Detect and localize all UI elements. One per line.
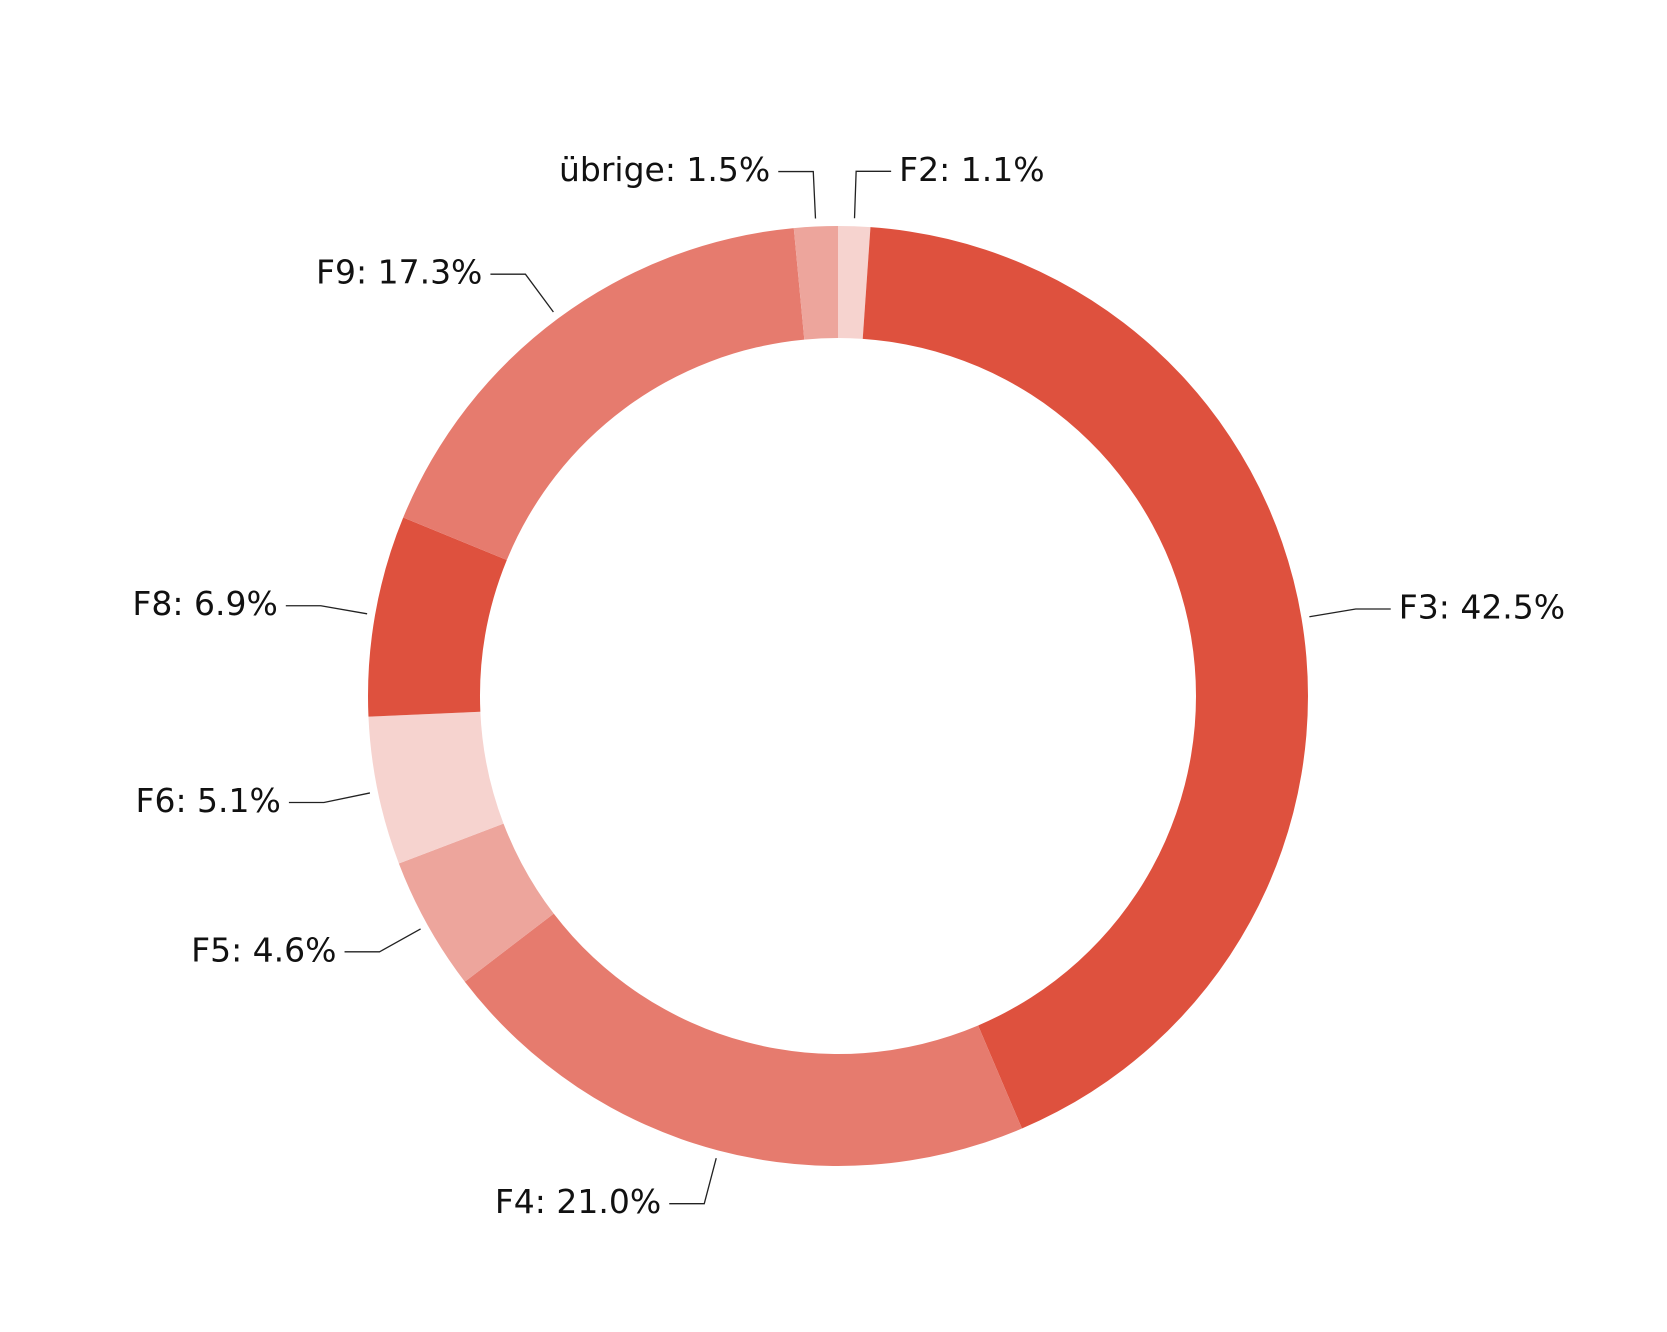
leader-line (853, 170, 892, 219)
donut-slice (464, 913, 1022, 1166)
leader-line (285, 605, 368, 615)
leader-line (344, 928, 421, 953)
donut-slice (398, 823, 554, 982)
leader-line (490, 273, 554, 313)
donut-slice (838, 226, 871, 339)
donut-slice (368, 711, 504, 864)
slice-label: F4: 21.0% (495, 1182, 661, 1221)
slice-label: F6: 5.1% (135, 781, 280, 820)
slice-label: F8: 6.9% (132, 584, 277, 623)
leader-line (778, 170, 817, 219)
leader-line (1309, 608, 1391, 618)
donut-slice (793, 226, 838, 340)
slice-label: F9: 17.3% (316, 253, 482, 292)
leader-line (669, 1158, 717, 1205)
slice-label: F5: 4.6% (191, 930, 336, 969)
slice-label: F2: 1.1% (899, 150, 1044, 189)
slice-label: F3: 42.5% (1399, 587, 1565, 626)
slice-label: übrige: 1.5% (559, 150, 770, 189)
donut-slice (403, 228, 805, 561)
donut-slice (368, 517, 507, 717)
donut-slice (862, 227, 1309, 1129)
leader-line (288, 792, 371, 804)
